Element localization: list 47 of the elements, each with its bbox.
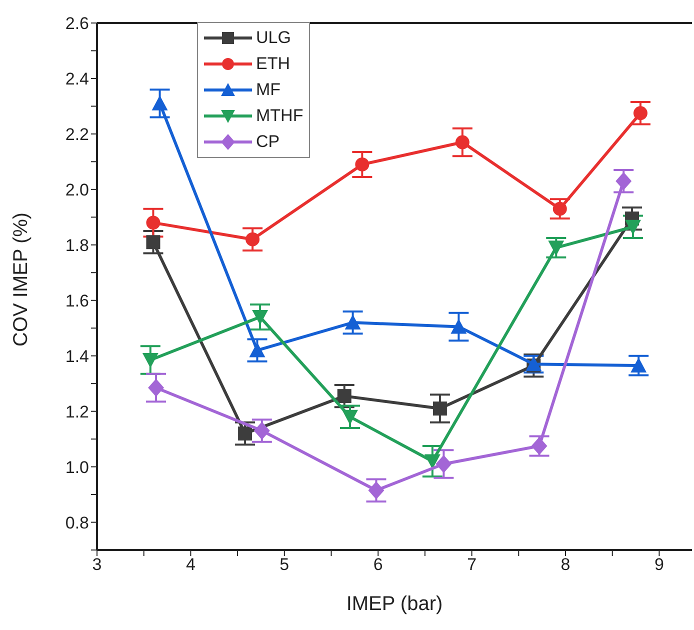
point [142, 353, 158, 368]
point [633, 106, 648, 120]
point [548, 240, 564, 256]
x-tick-label: 9 [654, 555, 664, 574]
y-tick-label: 2.6 [65, 14, 89, 34]
point [552, 202, 567, 216]
legend-label: ULG [256, 28, 291, 48]
point [146, 216, 160, 230]
y-tick-label: 1.4 [65, 346, 89, 366]
point [630, 358, 647, 373]
point [450, 318, 467, 334]
x-tick-label: 3 [92, 555, 102, 574]
point [146, 235, 160, 250]
legend-label: MTHF [256, 106, 304, 126]
y-tick-label: 2.2 [65, 124, 89, 144]
point [344, 314, 361, 330]
x-tick-label: 4 [186, 555, 196, 574]
x-tick-label: 7 [467, 555, 477, 574]
y-tick-label: 1.0 [65, 458, 89, 477]
point [432, 402, 447, 416]
legend-label: ETH [256, 54, 290, 74]
point [342, 410, 358, 425]
y-tick-label: 1.6 [65, 291, 89, 310]
y-tick-label: 1.2 [65, 402, 89, 422]
x-tick-label: 5 [280, 555, 290, 574]
point [455, 135, 470, 150]
point [238, 426, 252, 441]
point [252, 310, 268, 326]
y-tick-label: 2.4 [65, 70, 89, 89]
point [424, 454, 440, 470]
point [152, 95, 168, 110]
point [337, 389, 352, 404]
point [436, 455, 452, 474]
legend-label: MF [256, 80, 281, 100]
point [246, 232, 260, 246]
y-axis-title: COV IMEP (%) [10, 212, 32, 346]
point [624, 220, 641, 235]
point [355, 157, 370, 172]
x-tick-label: 6 [373, 555, 383, 574]
y-tick-label: 2.0 [65, 180, 89, 200]
x-axis-title: IMEP (bar) [346, 593, 443, 615]
point [249, 342, 266, 358]
legend-label: CP [256, 132, 280, 152]
y-tick-label: 0.8 [65, 513, 89, 532]
x-tick-label: 8 [560, 555, 570, 574]
y-tick-label: 1.8 [65, 236, 89, 255]
point [148, 378, 164, 397]
